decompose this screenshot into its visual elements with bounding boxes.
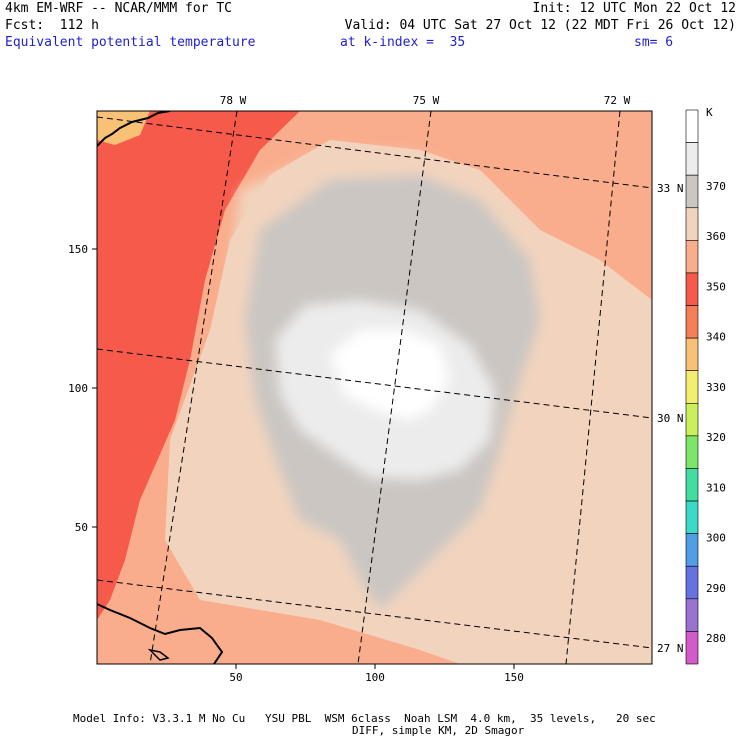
level-label: at k-index = 35	[340, 35, 466, 50]
colorbar-swatch	[685, 305, 699, 339]
colorbar-label: 350	[706, 280, 726, 293]
colorbar-swatch	[685, 565, 699, 600]
colorbar-swatch	[685, 435, 699, 469]
lon-label: 78 W	[220, 94, 247, 107]
red-band	[97, 111, 300, 620]
coastline-south	[97, 603, 224, 664]
forecast-hour: Fcst: 112 h	[5, 18, 99, 33]
colorbar-swatch	[685, 272, 699, 306]
x-tick-label: 150	[504, 671, 524, 684]
colorbar-swatch	[685, 500, 699, 534]
field-name: Equivalent potential temperature	[5, 35, 256, 50]
y-tick-label: 50	[75, 521, 88, 534]
theta-e-field	[97, 111, 652, 664]
colorbar-label: 340	[706, 331, 726, 344]
coastline-island	[147, 648, 170, 661]
colorbar-label: 300	[706, 532, 726, 545]
coastline-north	[97, 111, 171, 147]
lat-label: 33 N	[657, 182, 684, 195]
model-title: 4km EM-WRF -- NCAR/MMM for TC	[5, 1, 232, 16]
southwest-salmon	[97, 580, 260, 664]
init-time: Init: 12 UTC Mon 22 Oct 12	[532, 1, 737, 16]
colorbar-swatch	[685, 240, 699, 274]
lon-label: 75 W	[413, 94, 440, 107]
model-info-diffusion: DIFF, simple KM, 2D Smagor	[352, 724, 525, 737]
model-info: Model Info: V3.3.1 M No Cu YSU PBL WSM 6…	[73, 712, 656, 725]
colorbar-label: 290	[706, 582, 726, 595]
lat-label: 30 N	[657, 412, 684, 425]
colorbar-labels: 370 360 350 340 330 320 310 300 290 280	[706, 180, 726, 645]
x-tick-label: 100	[365, 671, 385, 684]
smoothing-label: sm= 6	[634, 35, 674, 50]
colorbar-label: 370	[706, 180, 726, 193]
colorbar-unit: K	[706, 106, 713, 119]
x-tick-marks	[235, 664, 515, 669]
colorbar-label: 330	[706, 381, 726, 394]
latlon-grid	[97, 111, 652, 664]
colorbar-label: 280	[706, 632, 726, 645]
colorbar-swatch	[685, 370, 699, 404]
colorbar-swatch	[685, 142, 699, 176]
colorbar-swatch	[685, 402, 699, 437]
colorbar	[685, 109, 699, 665]
colorbar-swatch	[685, 207, 699, 241]
y-tick-marks	[92, 248, 97, 528]
colorbar-swatch	[685, 533, 699, 567]
colorbar-label: 310	[706, 481, 726, 494]
lat-label: 27 N	[657, 642, 684, 655]
x-tick-label: 50	[229, 671, 242, 684]
colorbar-swatch	[685, 337, 699, 372]
colorbar-label: 360	[706, 230, 726, 243]
lon-label: 72 W	[604, 94, 631, 107]
y-tick-label: 150	[68, 243, 88, 256]
white-core	[330, 330, 450, 420]
colorbar-swatch	[685, 468, 699, 502]
colorbar-swatch	[685, 109, 699, 143]
colorbar-swatch	[685, 598, 699, 632]
colorbar-swatch	[685, 174, 699, 209]
valid-time: Valid: 04 UTC Sat 27 Oct 12 (22 MDT Fri …	[344, 18, 736, 33]
orange-patch	[97, 111, 150, 145]
colorbar-swatch	[685, 631, 699, 665]
y-tick-label: 100	[68, 382, 88, 395]
colorbar-label: 320	[706, 431, 726, 444]
